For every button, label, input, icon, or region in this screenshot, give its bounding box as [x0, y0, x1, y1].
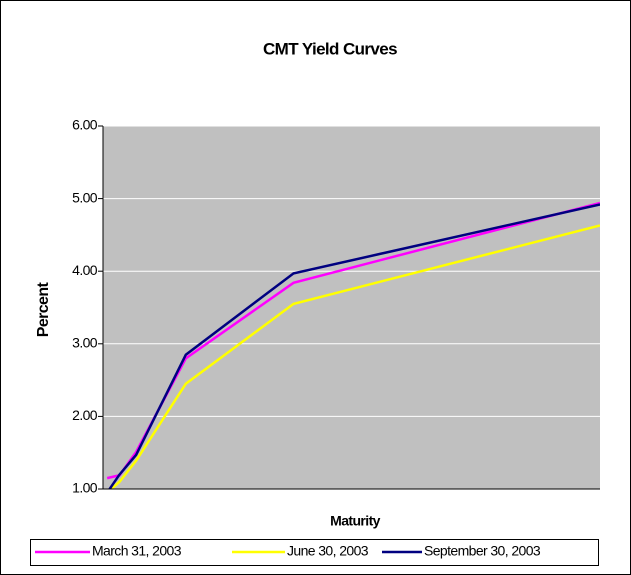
- y-tick-label: 3.00: [72, 335, 98, 351]
- plot-area: [103, 126, 600, 489]
- x-axis-label: Maturity: [330, 513, 380, 529]
- y-tick-label: 4.00: [72, 262, 98, 278]
- y-tick-label: 5.00: [72, 189, 98, 205]
- chart-title: CMT Yield Curves: [263, 39, 397, 58]
- legend-label: March 31, 2003: [92, 543, 182, 559]
- legend-label: September 30, 2003: [424, 543, 541, 559]
- legend-label: June 30, 2003: [287, 543, 369, 559]
- y-tick-label: 6.00: [72, 117, 98, 133]
- y-tick-label: 2.00: [72, 407, 98, 423]
- legend: [30, 539, 599, 566]
- y-tick-label: 1.00: [72, 480, 98, 496]
- y-axis-label: Percent: [35, 281, 52, 337]
- series-line: [109, 224, 600, 489]
- series-line: [108, 203, 600, 489]
